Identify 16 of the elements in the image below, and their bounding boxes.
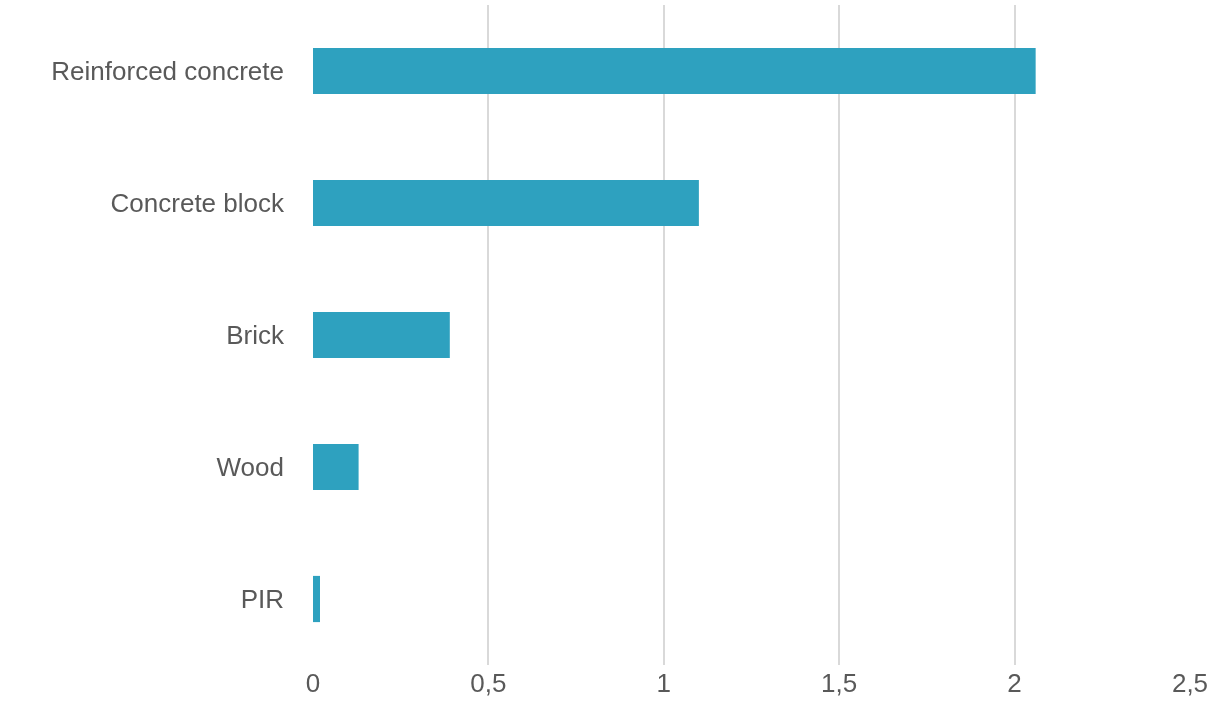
x-tick-label: 1,5 [821, 668, 858, 698]
x-tick-label: 0,5 [470, 668, 507, 698]
y-tick-label: Brick [226, 320, 285, 351]
bar [313, 311, 450, 359]
bar [313, 443, 359, 491]
x-tick-label: 1 [656, 668, 672, 698]
bar [313, 47, 1036, 95]
y-tick-label: Reinforced concrete [51, 56, 284, 87]
bar [313, 575, 321, 623]
y-tick-label: Concrete block [110, 188, 285, 219]
x-tick-label: 0 [305, 668, 321, 698]
x-tick-label: 2,5 [1171, 668, 1209, 698]
y-tick-label: PIR [240, 584, 284, 615]
x-tick-label: 2 [1007, 668, 1022, 698]
bar [313, 179, 699, 227]
y-tick-label: Wood [216, 452, 284, 483]
